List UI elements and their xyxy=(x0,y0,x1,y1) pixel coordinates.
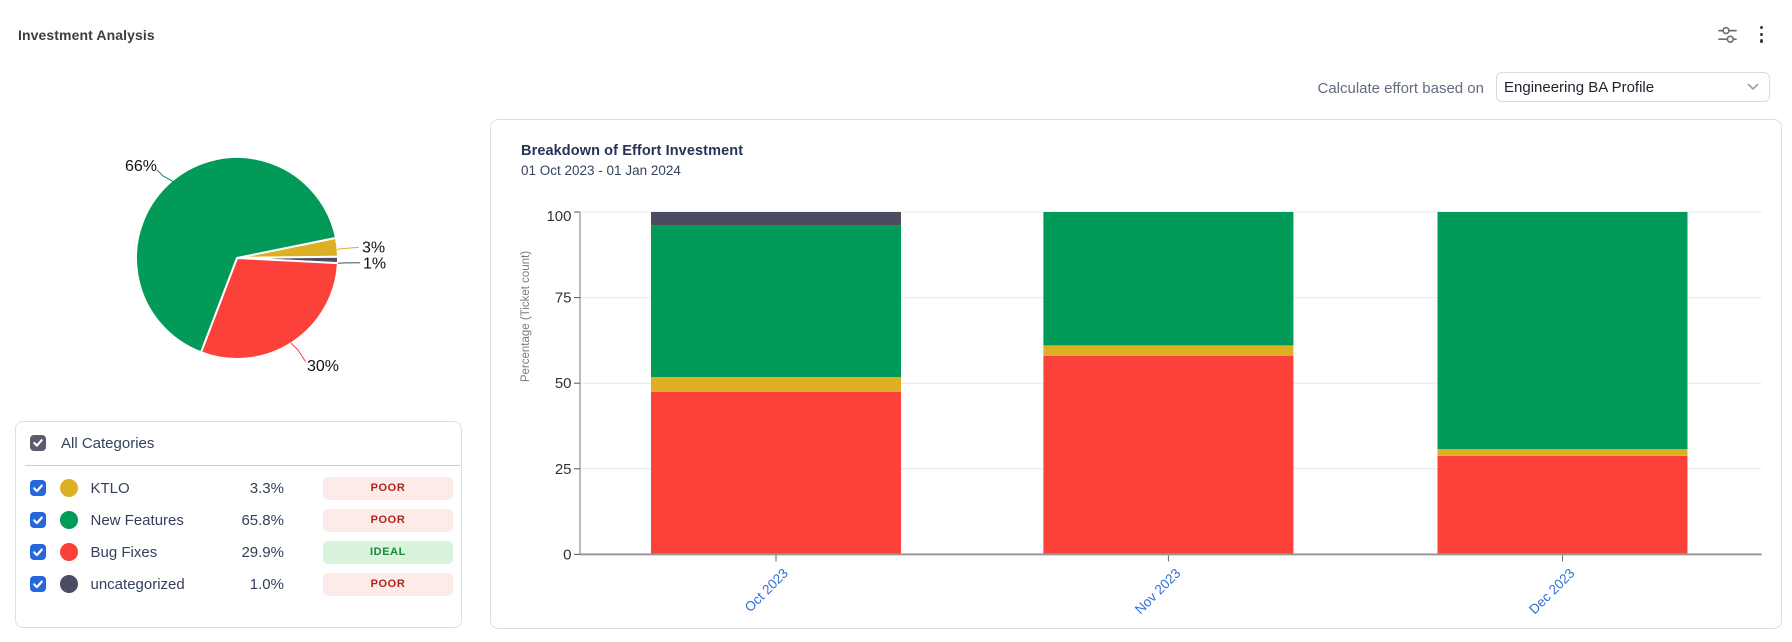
svg-text:Nov 2023: Nov 2023 xyxy=(1132,566,1183,617)
svg-text:100: 100 xyxy=(546,208,571,225)
svg-text:3%: 3% xyxy=(362,240,385,257)
svg-text:Percentage (Ticket count): Percentage (Ticket count) xyxy=(520,251,532,382)
svg-text:0: 0 xyxy=(563,546,571,563)
svg-text:75: 75 xyxy=(555,290,572,307)
svg-text:30%: 30% xyxy=(307,358,339,375)
svg-text:50: 50 xyxy=(555,375,572,392)
svg-text:66%: 66% xyxy=(125,158,157,175)
svg-text:25: 25 xyxy=(555,461,572,478)
svg-text:1%: 1% xyxy=(363,256,386,273)
svg-text:Dec 2023: Dec 2023 xyxy=(1526,566,1577,617)
svg-text:Oct 2023: Oct 2023 xyxy=(742,566,791,615)
